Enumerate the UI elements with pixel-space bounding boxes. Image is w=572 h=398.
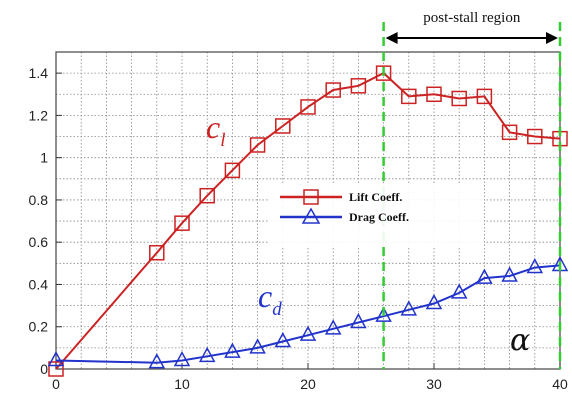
cl-label-main: c	[206, 109, 220, 145]
x-tick-label: 10	[174, 376, 190, 392]
post-stall-arrowhead-right	[546, 32, 558, 44]
lift-point	[275, 118, 291, 134]
cd-curve-label: cd	[258, 278, 282, 320]
y-tick-label: 0.6	[29, 234, 49, 250]
lift-point	[350, 78, 367, 94]
cl-label-sub: l	[220, 130, 225, 151]
x-tick-label: 40	[552, 376, 568, 392]
drag-point	[526, 257, 544, 274]
drag-point	[274, 331, 292, 348]
legend-lift-marker	[303, 189, 319, 205]
drag-point	[476, 268, 493, 284]
drag-point	[324, 319, 342, 335]
lift-point	[199, 187, 215, 204]
lift-point	[174, 215, 190, 231]
lift-point	[149, 245, 165, 261]
lift-point	[325, 82, 341, 98]
lift-point	[476, 88, 493, 105]
drag-point	[350, 312, 367, 329]
y-tick-label: 1.4	[29, 65, 49, 81]
x-tick-label: 20	[300, 376, 316, 392]
lift-point	[300, 99, 316, 115]
y-tick-label: 1.2	[29, 107, 49, 123]
lift-point	[426, 86, 442, 103]
x-tick-label: 0	[52, 376, 60, 392]
legend: Lift Coeff. Drag Coeff.	[268, 185, 484, 247]
drag-point	[450, 283, 468, 299]
lift-point	[48, 361, 64, 377]
y-tick-label: 1	[40, 150, 48, 166]
post-stall-arrowhead-left	[385, 32, 398, 44]
y-tick-label: 0.2	[29, 319, 49, 335]
drag-point	[501, 266, 518, 282]
grid	[56, 52, 560, 369]
legend-drag-marker	[301, 207, 321, 224]
cd-label-sub: d	[272, 299, 282, 320]
lift-point	[249, 137, 266, 153]
drag-point	[425, 293, 443, 310]
drag-point	[198, 346, 216, 363]
cl-curve-label: cl	[206, 109, 225, 151]
y-tick-label: 0	[40, 361, 48, 377]
post-stall-label: post-stall region	[423, 10, 521, 26]
series-line-lift	[55, 71, 561, 370]
legend-lift-label: Lift Coeff.	[349, 190, 402, 204]
x-axis-label: α	[510, 323, 530, 358]
lift-point	[451, 90, 467, 107]
x-tick-label: 30	[426, 376, 442, 392]
lift-point	[224, 162, 241, 179]
y-tick-label: 0.4	[29, 276, 49, 292]
lift-point	[501, 124, 518, 141]
drag-point	[224, 342, 241, 358]
lift-point	[527, 128, 543, 145]
lift-point	[375, 65, 392, 81]
drag-point	[148, 353, 166, 369]
lift-point	[401, 88, 417, 105]
drag-point	[375, 306, 392, 322]
cd-label-main: c	[258, 278, 272, 314]
drag-point	[173, 350, 191, 367]
legend-drag-label: Drag Coeff.	[349, 210, 409, 224]
drag-point	[249, 338, 266, 354]
y-tick-label: 0.8	[29, 192, 49, 208]
axis-ticks: 0 10 20 30 40 0 0.2 0.4 0.6 0.8 1 1.2 1.4	[29, 65, 568, 392]
drag-point	[47, 350, 65, 367]
drag-point	[400, 300, 418, 316]
drag-point	[299, 325, 317, 341]
